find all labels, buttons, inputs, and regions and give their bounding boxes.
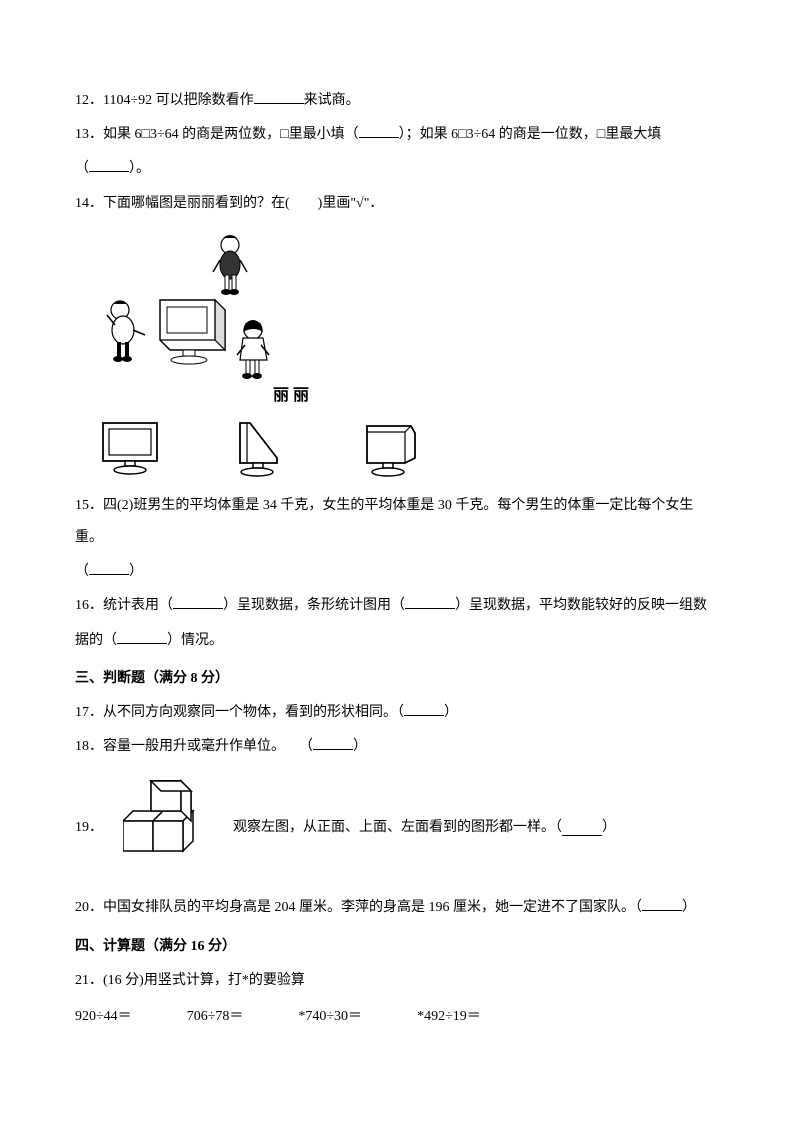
q15-blank — [89, 559, 129, 575]
q13-text1: 如果 6□3÷64 的商是两位数，□里最小填（ — [103, 127, 359, 142]
q17-blank — [404, 700, 444, 716]
q20-text2: ） — [682, 900, 696, 915]
q13-text2: ）；如果 6□3÷64 的商是一位数，□里最大填 — [399, 127, 662, 142]
q16-text2: ）呈现数据，条形统计图用（ — [223, 598, 405, 613]
question-21: 21．(16 分)用竖式计算，打*的要验算 — [75, 965, 719, 997]
question-15: 15．四(2)班男生的平均体重是 34 千克，女生的平均体重是 30 千克。每个… — [75, 490, 719, 554]
monitor-back-icon — [355, 418, 425, 478]
q21-text: (16 分)用竖式计算，打*的要验算 — [103, 973, 305, 988]
question-19: 19． 观察左图，从正面、上面、左面看到的图形都一样。（ ） — [75, 771, 719, 884]
cubes-icon — [123, 771, 223, 871]
q13-text3: （ — [75, 161, 89, 176]
q17-text: 从不同方向观察同一个物体，看到的形状相同。（ — [103, 705, 404, 720]
scene-illustration: 丽 丽 — [95, 230, 325, 410]
question-16-cont: 据的（ ）情况。 — [75, 625, 719, 657]
q12-num: 12． — [75, 93, 103, 108]
calc-1: 920÷44＝ — [75, 1001, 132, 1033]
question-17: 17．从不同方向观察同一个物体，看到的形状相同。（ ） — [75, 697, 719, 729]
q18-text2: ） — [353, 739, 367, 754]
q14-text: 下面哪幅图是丽丽看到的？在( )里画"√"． — [103, 196, 383, 211]
q16-text1: 统计表用（ — [103, 598, 173, 613]
question-13-cont: （ ）。 — [75, 153, 719, 185]
q13-blank1 — [359, 122, 399, 138]
monitor-front-icon — [95, 418, 165, 478]
lili-label: 丽 丽 — [273, 378, 309, 415]
section-4-title: 四、计算题（满分 16 分） — [75, 931, 719, 963]
q21-num: 21． — [75, 973, 103, 988]
monitor-options — [95, 418, 719, 478]
q17-text2: ） — [444, 705, 458, 720]
section-3-title: 三、判断题（满分 8 分） — [75, 663, 719, 695]
calc-4: *492÷19＝ — [417, 1001, 481, 1033]
q15-num: 15． — [75, 498, 103, 513]
cubes-diagram — [123, 771, 223, 884]
q19-text2: ） — [602, 812, 616, 844]
question-15-cont: （） — [75, 556, 719, 588]
q19-num: 19． — [75, 812, 103, 844]
q15-text2: （ — [75, 564, 89, 579]
boy-left-icon — [107, 301, 145, 362]
question-18: 18．容量一般用升或毫升作单位。 （ ） — [75, 731, 719, 763]
question-16: 16．统计表用（ ）呈现数据，条形统计图用（ ）呈现数据，平均数能较好的反映一组数 — [75, 590, 719, 622]
q18-text: 容量一般用升或毫升作单位。 （ — [103, 739, 313, 754]
question-14: 14．下面哪幅图是丽丽看到的？在( )里画"√"． — [75, 188, 719, 220]
q14-num: 14． — [75, 196, 103, 211]
calc-2: 706÷78＝ — [187, 1001, 244, 1033]
question-12: 12．1104÷92 可以把除数看作 来试商。 — [75, 85, 719, 117]
question-20: 20．中国女排队员的平均身高是 204 厘米。李萍的身高是 196 厘米，她一定… — [75, 892, 719, 924]
calc-3: *740÷30＝ — [298, 1001, 362, 1033]
q16-num: 16． — [75, 598, 103, 613]
q15-text3: ） — [129, 564, 143, 579]
q19-blank — [562, 820, 602, 836]
girl-lili-icon — [237, 320, 269, 379]
calc-row: 920÷44＝ 706÷78＝ *740÷30＝ *492÷19＝ — [75, 1001, 719, 1033]
q17-num: 17． — [75, 705, 103, 720]
q12-text-before: 1104÷92 可以把除数看作 — [103, 93, 254, 108]
q15-text: 四(2)班男生的平均体重是 34 千克，女生的平均体重是 30 千克。每个男生的… — [75, 498, 693, 545]
q13-text4: ）。 — [129, 161, 150, 176]
monitor-center-icon — [160, 300, 225, 364]
q18-num: 18． — [75, 739, 103, 754]
q16-blank1 — [173, 593, 223, 609]
q16-text3: ）呈现数据，平均数能较好的反映一组数 — [455, 598, 707, 613]
q13-blank2 — [89, 156, 129, 172]
q20-num: 20． — [75, 900, 103, 915]
q16-text4: 据的（ — [75, 633, 117, 648]
q16-blank3 — [117, 628, 167, 644]
q20-text: 中国女排队员的平均身高是 204 厘米。李萍的身高是 196 厘米，她一定进不了… — [103, 900, 642, 915]
q16-blank2 — [405, 593, 455, 609]
q16-text5: ）情况。 — [167, 633, 223, 648]
q18-blank — [313, 734, 353, 750]
q19-text: 观察左图，从正面、上面、左面看到的图形都一样。（ — [233, 812, 562, 844]
q13-num: 13． — [75, 127, 103, 142]
q20-blank — [642, 895, 682, 911]
q12-text-after: 来试商。 — [304, 93, 360, 108]
boy-top-icon — [213, 235, 247, 295]
monitor-side-icon — [225, 418, 295, 478]
question-13: 13．如果 6□3÷64 的商是两位数，□里最小填（ ）；如果 6□3÷64 的商… — [75, 119, 719, 151]
q12-blank — [254, 88, 304, 104]
